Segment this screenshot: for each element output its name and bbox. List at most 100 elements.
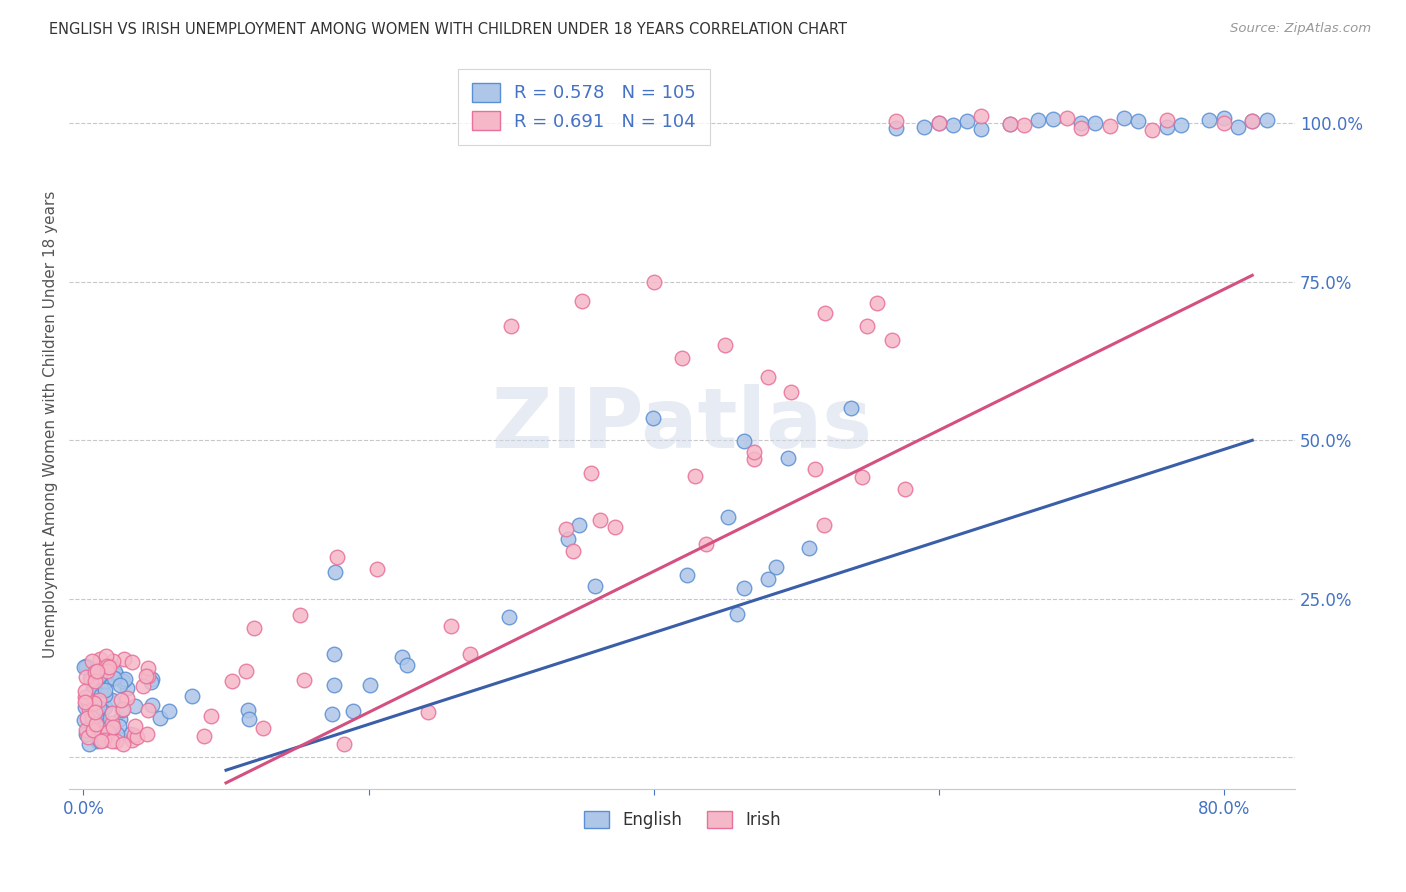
Point [97, 725, 120, 739]
Point [323, 678, 346, 692]
Point [1084, 116, 1107, 130]
Point [80, 701, 103, 715]
Point [101, 655, 124, 669]
Point [942, 118, 965, 132]
Point [554, 522, 576, 536]
Text: Source: ZipAtlas.com: Source: ZipAtlas.com [1230, 22, 1371, 36]
Point [193, 729, 215, 743]
Point [841, 401, 863, 416]
Point [101, 720, 124, 734]
Point [323, 647, 346, 661]
Point [583, 579, 606, 593]
Point [75, 723, 97, 738]
Point [243, 621, 266, 635]
Point [799, 541, 821, 556]
Point [89, 699, 111, 714]
Point [98, 724, 121, 739]
Point [118, 727, 141, 741]
Point [780, 385, 803, 400]
Point [756, 572, 779, 586]
Point [1012, 118, 1035, 132]
Point [124, 698, 146, 713]
Point [84, 716, 107, 731]
Point [676, 568, 699, 582]
Point [200, 708, 222, 723]
Point [326, 549, 349, 564]
Point [866, 296, 889, 310]
Point [108, 678, 131, 692]
Point [856, 319, 879, 334]
Point [882, 333, 904, 347]
Point [83, 665, 105, 679]
Point [80, 711, 103, 725]
Point [136, 727, 159, 741]
Point [288, 608, 311, 623]
Point [1212, 116, 1234, 130]
Point [970, 121, 993, 136]
Point [122, 728, 145, 742]
Point [605, 520, 627, 534]
Point [851, 470, 873, 484]
Point [804, 462, 827, 476]
Point [100, 733, 122, 747]
Point [90, 726, 112, 740]
Point [82, 723, 104, 738]
Point [82, 676, 104, 690]
Point [440, 619, 463, 633]
Point [321, 707, 343, 722]
Point [501, 319, 523, 334]
Point [76, 711, 98, 725]
Point [83, 679, 105, 693]
Point [125, 730, 148, 744]
Point [928, 116, 950, 130]
Point [733, 581, 755, 595]
Point [90, 682, 112, 697]
Point [89, 733, 111, 747]
Point [75, 660, 97, 674]
Point [928, 115, 950, 129]
Point [101, 693, 124, 707]
Point [342, 704, 364, 718]
Point [416, 706, 439, 720]
Point [94, 673, 117, 688]
Point [96, 664, 118, 678]
Point [1212, 112, 1234, 126]
Point [93, 733, 115, 747]
Legend: English, Irish: English, Irish [576, 804, 787, 836]
Point [91, 698, 114, 713]
Point [98, 660, 121, 674]
Point [498, 610, 520, 624]
Point [94, 718, 117, 732]
Point [76, 690, 98, 705]
Point [323, 565, 346, 579]
Point [714, 338, 737, 352]
Point [460, 647, 482, 661]
Point [91, 665, 114, 680]
Point [333, 737, 356, 751]
Point [91, 658, 114, 673]
Point [124, 719, 146, 733]
Point [236, 703, 259, 717]
Point [79, 672, 101, 686]
Point [717, 510, 740, 524]
Point [1056, 111, 1078, 125]
Point [121, 732, 143, 747]
Point [107, 719, 129, 733]
Point [82, 668, 104, 682]
Point [101, 716, 124, 731]
Point [75, 699, 97, 714]
Point [561, 544, 583, 558]
Point [1042, 112, 1064, 126]
Point [894, 482, 917, 496]
Point [359, 678, 381, 692]
Point [695, 537, 717, 551]
Point [778, 450, 800, 465]
Point [733, 434, 755, 448]
Point [112, 673, 135, 688]
Point [73, 683, 96, 698]
Point [139, 675, 162, 690]
Point [292, 673, 315, 687]
Point [84, 674, 107, 689]
Point [76, 695, 98, 709]
Point [1156, 113, 1178, 128]
